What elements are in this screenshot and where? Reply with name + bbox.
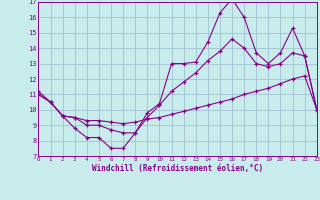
X-axis label: Windchill (Refroidissement éolien,°C): Windchill (Refroidissement éolien,°C) (92, 164, 263, 173)
